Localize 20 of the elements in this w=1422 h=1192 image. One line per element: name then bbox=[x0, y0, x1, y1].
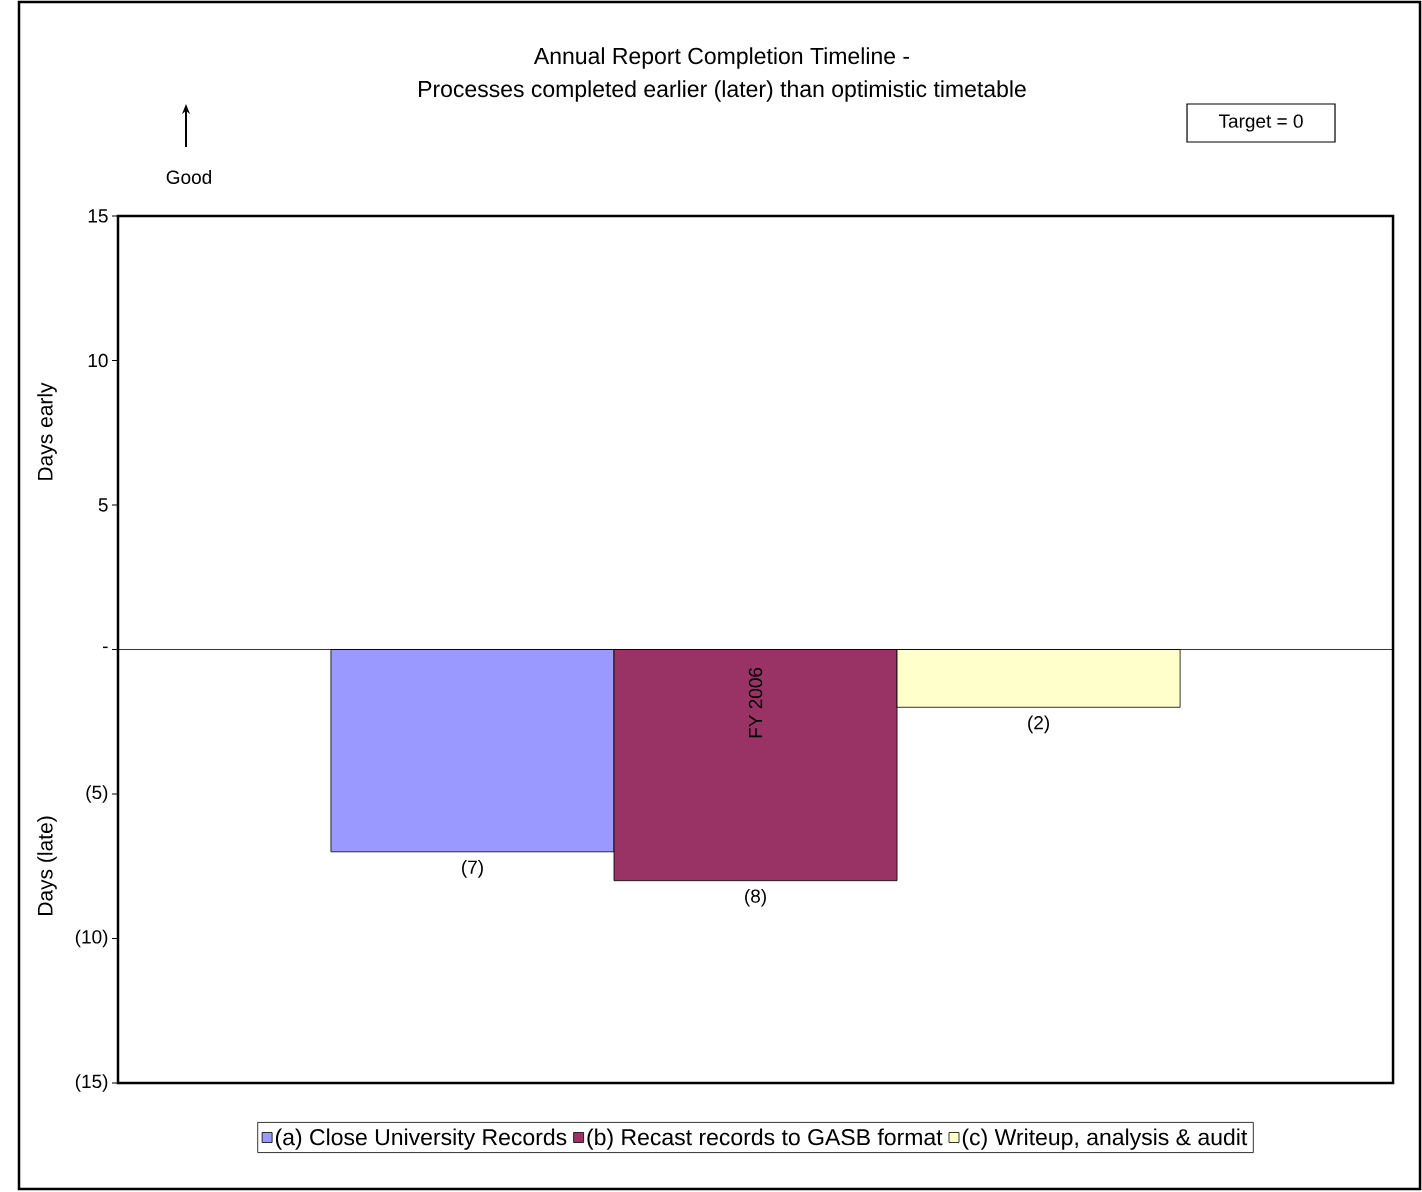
y-tick-label: - bbox=[102, 646, 108, 649]
data-label: (8) bbox=[745, 888, 766, 907]
legend-label: (a) Close University Records bbox=[275, 1128, 567, 1150]
text: Good bbox=[166, 170, 211, 184]
y-axis-title: Days early bbox=[37, 382, 57, 480]
y-tick-label: (5) bbox=[86, 785, 108, 803]
text: Target = 0 bbox=[1218, 114, 1303, 132]
legend-label: (c) Writeup, analysis & audit bbox=[962, 1128, 1248, 1150]
y-tick-label: (10) bbox=[75, 929, 108, 948]
text: Days (late) bbox=[37, 816, 57, 916]
x-tick-label: FY 2006 bbox=[748, 667, 763, 738]
y-tick-label: (15) bbox=[75, 1074, 108, 1092]
data-label: (2) bbox=[1028, 715, 1049, 734]
data-label: (7) bbox=[462, 860, 483, 878]
y-tick-label: 15 bbox=[88, 209, 108, 223]
chart-subtitle: Processes completed earlier (later) than optimistic timetable bbox=[419, 80, 1026, 102]
chart-title: Annual Report Completion Timeline - bbox=[533, 47, 910, 69]
legend-label: (b) Recast records to GASB format bbox=[587, 1128, 943, 1150]
y-tick-label: 5 bbox=[98, 498, 108, 512]
y-tick-label: 10 bbox=[88, 353, 108, 368]
